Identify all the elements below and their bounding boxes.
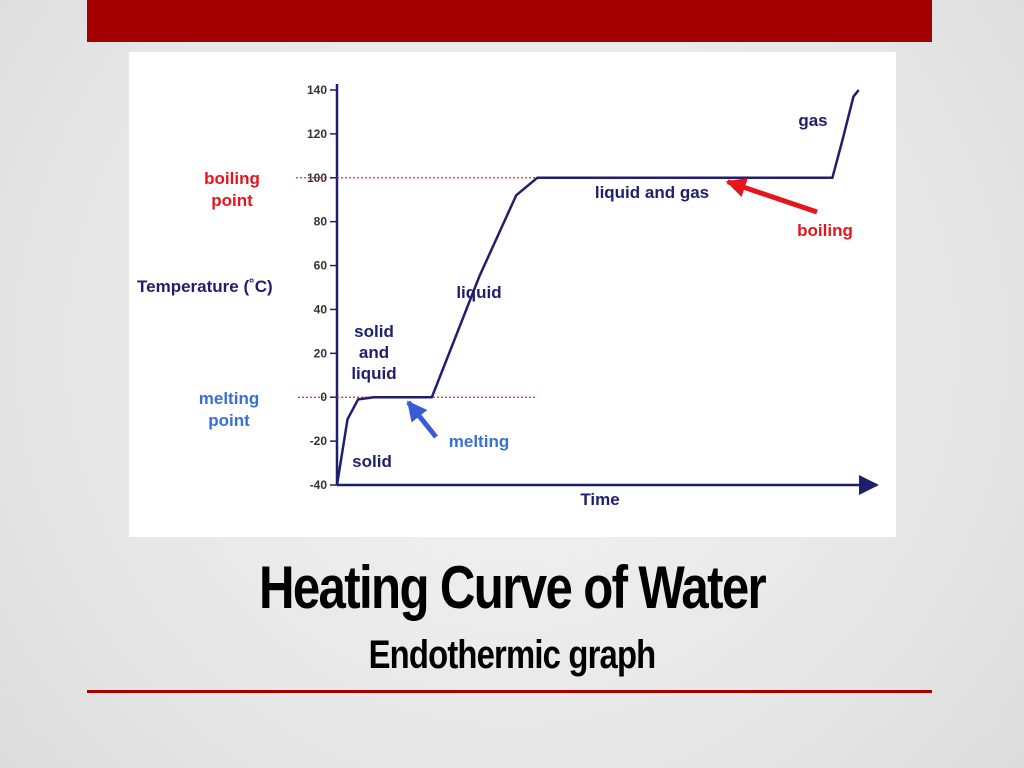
melting-point-label-line1: melting bbox=[199, 389, 259, 408]
y-tick-label: 140 bbox=[307, 83, 327, 97]
phase-label-solid-liquid-3: liquid bbox=[351, 364, 396, 383]
melting-arrow bbox=[406, 400, 438, 439]
melting-arrow-label: melting bbox=[449, 432, 509, 451]
y-tick-label: 60 bbox=[314, 259, 328, 273]
phase-label-liquid: liquid bbox=[456, 283, 501, 302]
y-axis-label: Temperature (˚C) bbox=[137, 277, 273, 296]
y-tick-label: 120 bbox=[307, 127, 327, 141]
x-axis-label: Time bbox=[580, 490, 619, 509]
phase-label-gas: gas bbox=[798, 111, 827, 130]
phase-label-solid-liquid-2: and bbox=[359, 343, 389, 362]
y-tick-label: 20 bbox=[314, 346, 328, 360]
slide-title: Heating Curve of Water bbox=[258, 554, 767, 621]
melting-point-label-line2: point bbox=[208, 411, 250, 430]
boiling-point-label-line1: boiling bbox=[204, 169, 260, 188]
y-tick-label: -20 bbox=[310, 434, 328, 448]
chart-panel: 140 120 100 80 60 40 20 0 -20 -40 Time Temperatur… bbox=[129, 52, 896, 537]
annotation-arrows bbox=[406, 178, 818, 439]
bottom-divider bbox=[87, 690, 932, 693]
phase-label-liquid-and-gas: liquid and gas bbox=[595, 183, 709, 202]
heating-curve-line bbox=[335, 89, 860, 486]
top-accent-bar bbox=[87, 0, 932, 42]
boiling-arrow-label: boiling bbox=[797, 221, 853, 240]
heating-curve-series bbox=[335, 89, 860, 486]
y-tick-label: 40 bbox=[314, 302, 328, 316]
boiling-point-label-line2: point bbox=[211, 191, 253, 210]
phase-label-solid-liquid-1: solid bbox=[354, 322, 394, 341]
y-tick-label: -40 bbox=[310, 478, 328, 492]
phase-label-solid: solid bbox=[352, 452, 392, 471]
y-tick-label: 80 bbox=[314, 215, 328, 229]
slide-subtitle: Endothermic graph bbox=[368, 633, 657, 677]
boiling-arrow bbox=[725, 178, 818, 215]
